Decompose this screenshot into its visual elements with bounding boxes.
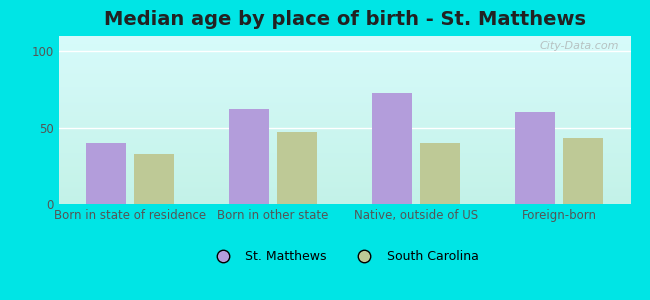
Bar bbox=[563, 138, 603, 204]
Bar bbox=[277, 132, 317, 204]
Legend: St. Matthews, South Carolina: St. Matthews, South Carolina bbox=[205, 245, 484, 268]
Text: City-Data.com: City-Data.com bbox=[540, 41, 619, 51]
Bar bbox=[372, 92, 413, 204]
Bar bbox=[229, 109, 270, 204]
Bar bbox=[515, 112, 555, 204]
Bar bbox=[86, 143, 126, 204]
Bar bbox=[134, 154, 174, 204]
Title: Median age by place of birth - St. Matthews: Median age by place of birth - St. Matth… bbox=[103, 10, 586, 29]
Bar bbox=[420, 143, 460, 204]
